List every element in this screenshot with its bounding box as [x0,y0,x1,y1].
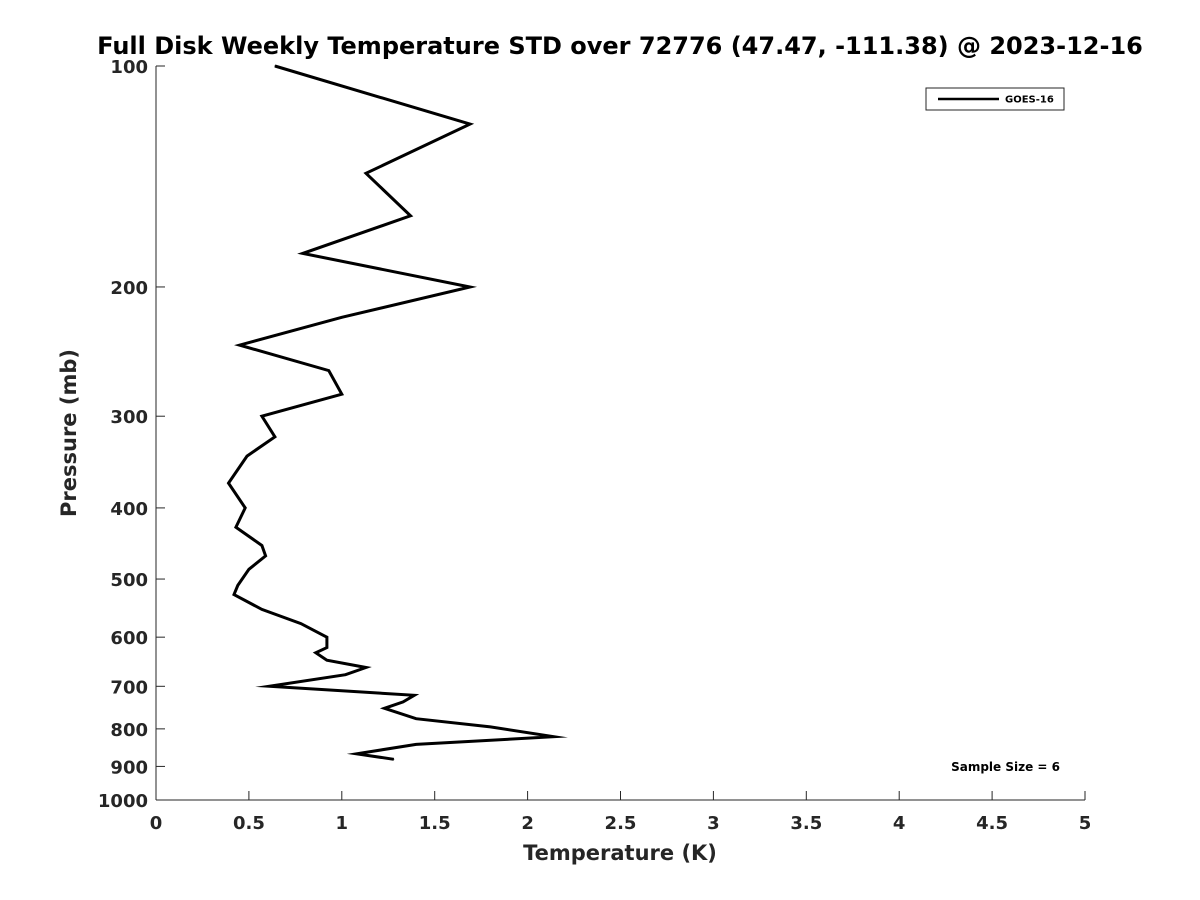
data-point [248,568,250,570]
data-point [328,370,330,372]
data-point [413,694,415,696]
data-point [302,252,304,254]
chart-title: Full Disk Weekly Temperature STD over 72… [97,32,1143,60]
data-point [469,286,471,288]
data-point [261,545,263,546]
x-tick-label: 5 [1079,813,1092,834]
x-tick-label: 0.5 [233,813,265,834]
y-tick-label: 800 [110,720,148,741]
x-tick-label: 2 [521,813,534,834]
y-tick-label: 500 [110,570,148,591]
y-tick-label: 900 [110,757,148,778]
data-point [326,659,328,661]
data-point [365,667,367,668]
y-tick-label: 100 [110,57,148,78]
x-tick-label: 4 [893,813,906,834]
data-point [345,674,346,676]
data-point [489,726,491,728]
data-point [261,608,263,610]
y-tick-label: 400 [110,499,148,520]
x-tick-label: 2.5 [605,813,637,834]
x-tick-label: 3.5 [790,813,822,834]
sample-size-annotation: Sample Size = 6 [951,760,1060,774]
data-point [235,526,237,528]
data-point [356,753,358,755]
y-axis-label: Pressure (mb) [57,349,81,517]
x-tick-label: 4.5 [976,813,1008,834]
data-point [469,123,471,125]
data-point [261,415,263,417]
y-tick-label: 1000 [98,791,148,812]
data-point [341,393,343,395]
data-point [265,555,267,557]
data-point [553,736,555,738]
y-tick-label: 200 [110,278,148,299]
data-point [326,636,328,638]
series-layer [226,64,568,761]
data-point [415,718,417,720]
x-tick-label: 3 [707,813,720,834]
data-point [384,707,385,709]
data-point [237,584,239,586]
data-point [268,685,270,687]
data-point [415,743,417,745]
data-point [315,652,317,654]
x-ticks: 0 0.5 1 1.5 2 2.5 3 3.5 4 4.5 5 [150,791,1092,834]
y-tick-label: 600 [110,628,148,649]
legend: GOES-16 [925,87,1065,111]
data-point [246,455,248,457]
data-point [365,172,367,174]
data-point [244,507,246,509]
data-point [274,436,276,438]
x-tick-label: 1.5 [419,813,451,834]
data-point [393,758,395,760]
y-tick-label: 300 [110,407,148,428]
legend-label-goes-16: GOES-16 [1005,95,1054,106]
y-ticks: 100 200 300 400 500 600 700 800 900 1000 [98,57,165,812]
data-point [326,647,328,649]
y-tick-label: 700 [110,677,148,698]
data-point [300,623,302,625]
data-point [341,316,343,318]
x-tick-label: 1 [336,813,349,834]
data-point [228,482,229,484]
data-point [410,215,411,217]
x-tick-label: 0 [150,813,163,834]
data-point [239,344,241,346]
data-point [274,65,276,67]
data-point [233,594,235,596]
data-point [402,701,404,703]
x-axis-label: Temperature (K) [523,841,717,865]
